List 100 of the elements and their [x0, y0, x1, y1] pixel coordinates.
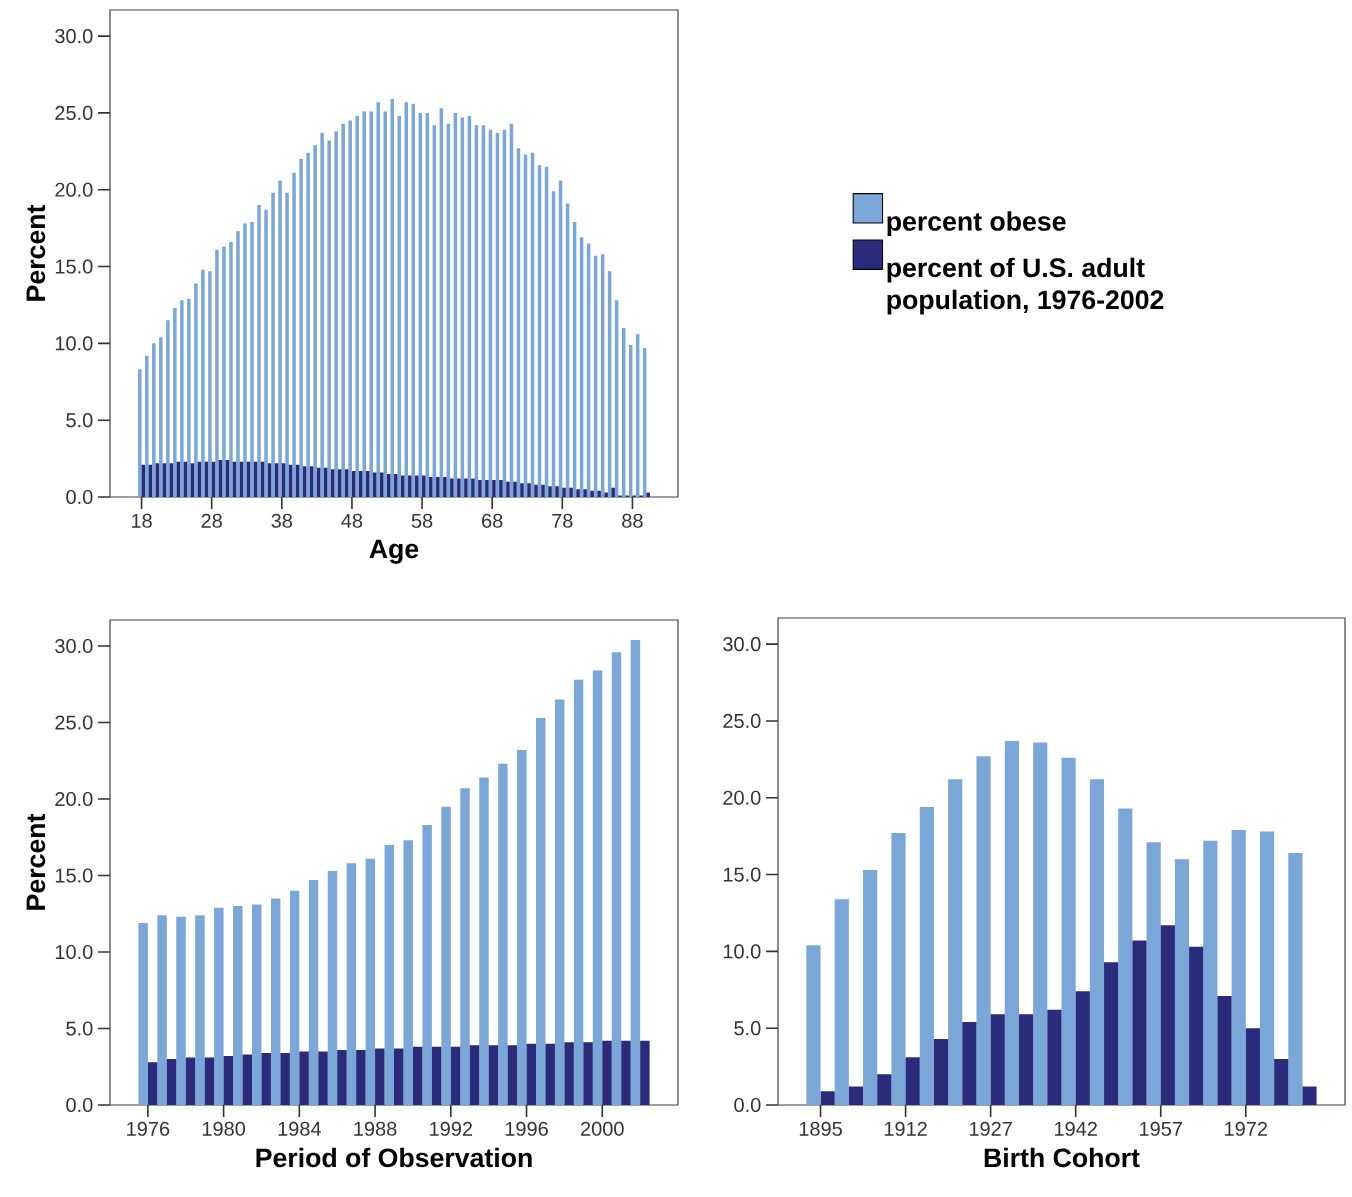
bar [236, 231, 240, 497]
bar [166, 320, 170, 497]
bar [348, 120, 352, 497]
y-tick-label: 0.0 [66, 1097, 93, 1113]
bar [383, 111, 387, 497]
x-axis-title: Age [369, 539, 419, 564]
bar [431, 1046, 442, 1105]
bar [534, 484, 538, 497]
bar [590, 490, 594, 497]
bar [520, 483, 524, 497]
bar [569, 487, 573, 497]
bar [933, 1038, 949, 1105]
bar [1203, 840, 1218, 1105]
bar [1231, 830, 1246, 1105]
bar [257, 205, 261, 497]
x-tick-label: 2000 [581, 1121, 624, 1136]
bar [346, 863, 357, 1105]
bar [401, 475, 405, 497]
bar [545, 1043, 555, 1105]
bar [394, 1048, 404, 1105]
bar [194, 283, 198, 497]
x-tick-label: 1895 [799, 1121, 842, 1136]
x-tick-label: 58 [411, 513, 433, 528]
x-tick-label: 48 [341, 513, 363, 528]
bar [415, 475, 419, 497]
bar [166, 1059, 177, 1105]
bar [318, 1051, 328, 1105]
bar [576, 489, 580, 497]
bar [215, 249, 219, 497]
x-tick-label: 1957 [1140, 1121, 1182, 1136]
bar [485, 480, 489, 497]
bar [527, 483, 531, 497]
bar [450, 1046, 461, 1105]
bar [621, 1040, 631, 1105]
bar [1288, 853, 1303, 1105]
bar [264, 209, 268, 497]
bar [492, 480, 496, 497]
bar [506, 481, 510, 497]
legend-label: percent obese [887, 211, 1066, 237]
y-tick-label: 20.0 [55, 791, 93, 807]
bar [138, 922, 148, 1105]
bar [356, 1049, 366, 1105]
bar [548, 486, 552, 497]
y-tick-label: 10.0 [723, 944, 761, 959]
bar [1089, 779, 1105, 1105]
bar [422, 475, 426, 497]
bar [195, 915, 205, 1105]
bar [1302, 1086, 1317, 1105]
x-tick-label: 88 [622, 513, 643, 528]
bar [464, 478, 468, 497]
bar [376, 102, 380, 497]
bar [457, 478, 461, 497]
y-tick-label: 15.0 [723, 867, 761, 882]
x-tick-label: 38 [271, 513, 293, 528]
bar [204, 1057, 215, 1105]
bar [327, 870, 338, 1105]
x-tick-label: 1984 [278, 1121, 321, 1136]
bar [222, 246, 226, 497]
x-tick-label: 1996 [505, 1121, 548, 1136]
bar [369, 111, 373, 497]
bar [1061, 757, 1076, 1105]
bar [471, 478, 475, 497]
x-tick-label: 68 [482, 513, 503, 528]
bar [138, 369, 142, 497]
bar [834, 899, 849, 1105]
bar [229, 241, 233, 497]
bar [583, 489, 587, 497]
bar [289, 890, 300, 1105]
bar [848, 1086, 864, 1105]
bar [526, 1043, 537, 1105]
y-tick-label: 0.0 [66, 489, 93, 505]
bar [278, 180, 282, 497]
bar [187, 298, 191, 497]
bar [375, 1048, 385, 1105]
bar [270, 898, 281, 1105]
bar [441, 806, 451, 1105]
bar [564, 1042, 574, 1105]
bar [806, 945, 821, 1105]
bar [362, 111, 366, 497]
bar [640, 1040, 650, 1105]
bar [394, 473, 398, 497]
bar [562, 487, 566, 497]
bar [948, 779, 963, 1105]
bar [252, 904, 262, 1105]
bar [261, 1052, 271, 1105]
bar [145, 355, 149, 497]
bar [292, 172, 296, 497]
bar [403, 840, 413, 1105]
x-tick-label: 1980 [202, 1121, 246, 1136]
bar [250, 222, 254, 497]
bar [429, 477, 433, 497]
bar [208, 271, 212, 497]
bar [877, 1074, 892, 1105]
bar [820, 1091, 835, 1105]
bar [320, 132, 324, 497]
bar [355, 116, 359, 497]
x-tick-label: 1927 [969, 1121, 1012, 1136]
bar [285, 192, 289, 497]
y-tick-label: 5.0 [66, 1021, 93, 1036]
bar [863, 869, 878, 1105]
